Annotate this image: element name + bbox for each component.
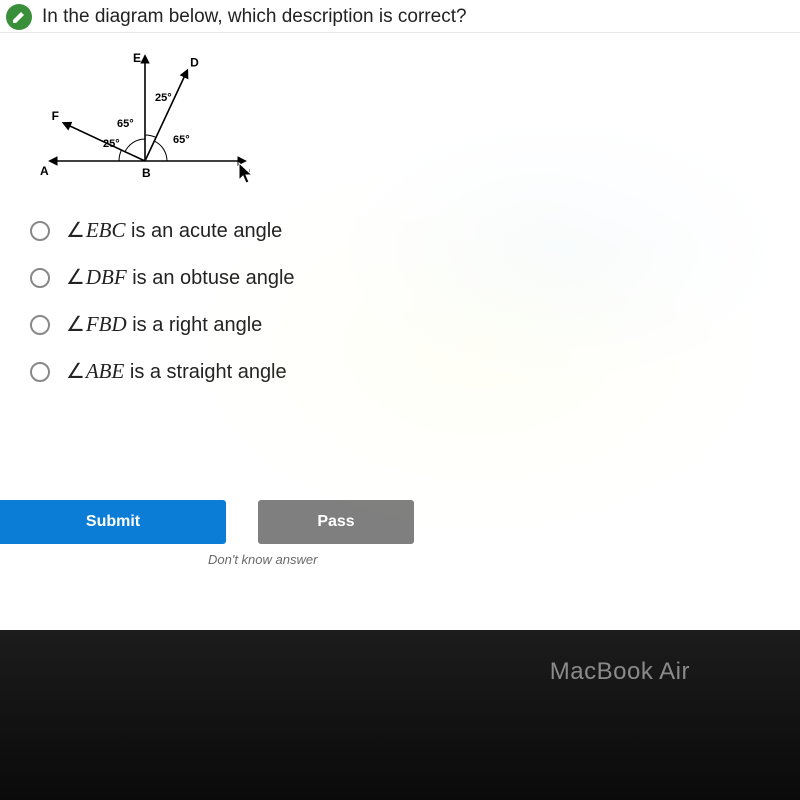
svg-text:25°: 25° [155, 92, 172, 104]
question-header: In the diagram below, which description … [0, 0, 800, 33]
radio-icon[interactable] [30, 221, 50, 241]
quiz-screen: In the diagram below, which description … [0, 0, 800, 630]
question-prompt: In the diagram below, which description … [42, 6, 467, 28]
svg-text:65°: 65° [173, 134, 190, 146]
option-ebc[interactable]: ∠EBC is an acute angle [30, 218, 800, 243]
option-label: ∠DBF is an obtuse angle [66, 265, 295, 290]
svg-text:D: D [190, 56, 199, 70]
svg-text:E: E [133, 51, 141, 65]
action-buttons: Submit Pass [0, 500, 446, 544]
svg-text:65°: 65° [117, 118, 134, 130]
pencil-check-icon [6, 4, 32, 30]
pass-hint-text: Don't know answer [208, 552, 317, 567]
submit-button[interactable]: Submit [0, 500, 226, 544]
option-label: ∠FBD is a right angle [66, 312, 262, 337]
laptop-bezel: MacBook Air [0, 630, 800, 800]
pass-button[interactable]: Pass [258, 500, 414, 544]
svg-text:F: F [52, 109, 59, 123]
option-label: ∠EBC is an acute angle [66, 218, 282, 243]
radio-icon[interactable] [30, 315, 50, 335]
option-fbd[interactable]: ∠FBD is a right angle [30, 312, 800, 337]
svg-text:25°: 25° [103, 138, 120, 150]
radio-icon[interactable] [30, 268, 50, 288]
option-label: ∠ABE is a straight angle [66, 359, 287, 384]
svg-text:B: B [142, 166, 151, 180]
device-label: MacBook Air [550, 658, 690, 686]
angle-diagram-svg: AFEDCB25°65°25°65° [40, 41, 250, 181]
radio-icon[interactable] [30, 362, 50, 382]
answer-options: ∠EBC is an acute angle ∠DBF is an obtuse … [0, 192, 800, 384]
option-abe[interactable]: ∠ABE is a straight angle [30, 359, 800, 384]
option-dbf[interactable]: ∠DBF is an obtuse angle [30, 265, 800, 290]
cursor-icon [238, 162, 256, 186]
angle-diagram: AFEDCB25°65°25°65° [0, 33, 800, 192]
svg-text:A: A [40, 164, 49, 178]
